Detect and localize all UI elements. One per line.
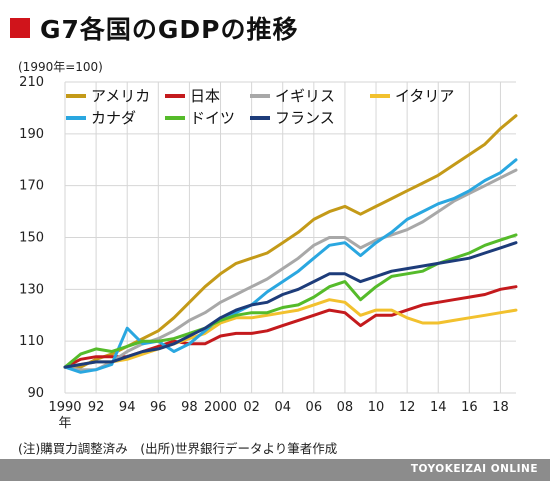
y-unit-label: (1990年=100) [18,60,103,74]
y-tick-label: 170 [19,179,44,194]
legend-label: イタリア [395,87,454,105]
y-axis-ticks: 90 110 130 150 170 190 210 [19,75,44,401]
y-tick-label: 110 [19,334,44,349]
legend-label: アメリカ [91,87,150,105]
legend-label: フランス [275,109,335,127]
x-tick-label: 92 [88,400,105,415]
x-tick-label: 02 [243,400,260,415]
title-block: G7各国のGDPの推移 [10,8,299,48]
x-tick-label: 1990 [48,400,81,415]
line-chart: 90 110 130 150 170 190 210 1990 92 94 96 98 2000 02 0… [19,75,518,431]
x-tick-label: 06 [306,400,323,415]
series-line-カナダ [63,158,518,374]
x-tick-label: 18 [492,400,509,415]
y-tick-label: 210 [19,75,44,90]
x-tick-label: 08 [337,400,354,415]
x-tick-label: 2000 [204,400,237,415]
brand-label: TOYOKEIZAI ONLINE [410,463,538,475]
series-line-イギリス [63,168,518,372]
y-tick-label: 90 [27,386,44,401]
footer-bar: TOYOKEIZAI ONLINE [0,459,550,481]
x-tick-label: 04 [274,400,291,415]
series-lines [63,114,518,374]
series-line-フランス [63,241,518,369]
series-line-アメリカ [63,114,518,369]
source-note: (注)購買力調整済み (出所)世界銀行データより筆者作成 [18,441,338,456]
y-tick-label: 130 [19,282,44,297]
x-tick-label: 16 [461,400,478,415]
x-axis-ticks: 1990 92 94 96 98 2000 02 04 06 08 10 12 14 16 18 年 [48,400,508,431]
y-tick-label: 190 [19,127,44,142]
legend-label: イギリス [275,87,335,105]
series-line-イタリア [63,298,518,369]
x-tick-label: 10 [368,400,385,415]
y-tick-label: 150 [19,231,44,246]
title-marker [10,18,30,38]
legend-label: カナダ [91,109,136,127]
x-tick-label: 96 [150,400,167,415]
x-tick-label: 98 [181,400,198,415]
x-tick-label: 12 [399,400,416,415]
x-tick-label: 14 [430,400,447,415]
x-tick-label: 94 [119,400,136,415]
legend-label: ドイツ [190,109,235,127]
legend-label: 日本 [190,87,220,105]
x-unit-label: 年 [58,416,71,431]
chart-title: G7各国のGDPの推移 [40,15,299,44]
